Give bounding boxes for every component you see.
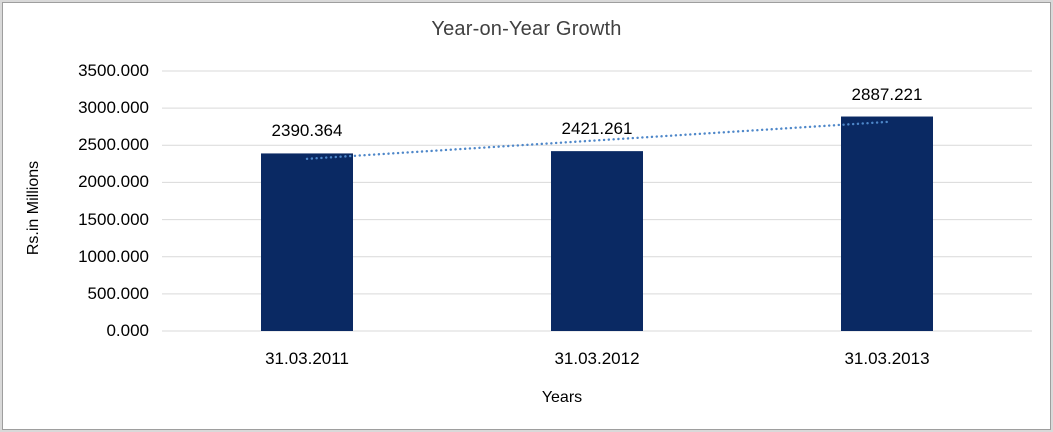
y-axis-title: Rs.in Millions bbox=[25, 160, 42, 256]
chart-title: Year-on-Year Growth bbox=[431, 18, 622, 40]
bar-data-label: 2421.261 bbox=[561, 119, 633, 139]
bar bbox=[841, 116, 933, 332]
y-tick-label: 500.000 bbox=[87, 283, 149, 303]
bar-data-label: 2887.221 bbox=[851, 84, 923, 104]
bar bbox=[551, 151, 643, 331]
y-tick-label: 2000.000 bbox=[78, 172, 149, 192]
y-tick-label: 2500.000 bbox=[78, 135, 149, 155]
trendline bbox=[305, 120, 889, 161]
y-tick-label: 3000.000 bbox=[78, 98, 149, 118]
y-tick-label: 1000.000 bbox=[78, 246, 149, 266]
x-tick-label: 31.03.2012 bbox=[554, 349, 640, 368]
x-tick-label: 31.03.2011 bbox=[265, 349, 349, 368]
x-axis-title: Years bbox=[541, 389, 583, 406]
y-tick-label: 1500.000 bbox=[78, 209, 149, 229]
y-tick-label: 0.000 bbox=[106, 321, 149, 340]
bar-data-label: 2390.364 bbox=[271, 121, 343, 141]
x-tick-label: 31.03.2013 bbox=[844, 349, 930, 368]
bar bbox=[261, 153, 353, 331]
y-tick-label: 3500.000 bbox=[78, 61, 149, 80]
